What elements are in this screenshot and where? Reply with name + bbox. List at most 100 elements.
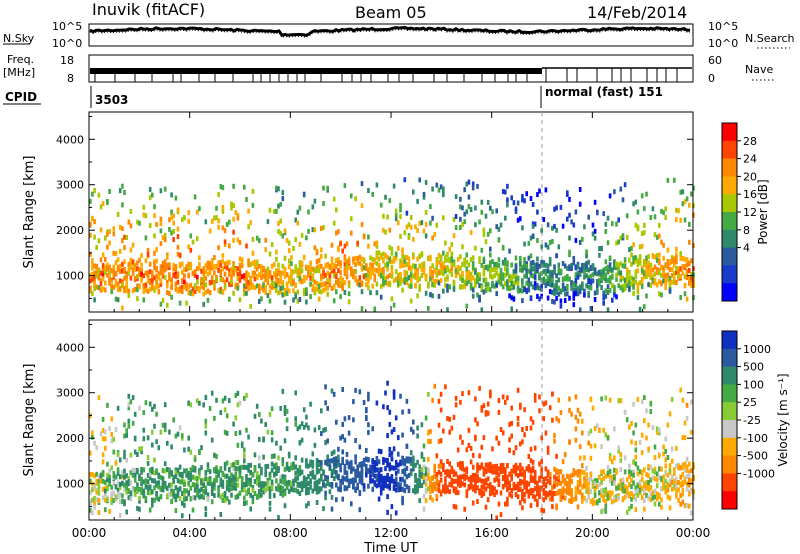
data-cell — [634, 271, 638, 277]
data-cell — [213, 452, 216, 458]
data-cell — [476, 478, 479, 484]
data-cell — [570, 494, 573, 500]
data-cell — [114, 282, 118, 288]
data-cell — [146, 247, 150, 253]
data-cell — [548, 490, 552, 496]
data-cell — [181, 261, 184, 267]
data-cell — [591, 278, 595, 284]
data-cell — [95, 497, 98, 503]
data-cell — [611, 297, 614, 303]
data-cell — [399, 393, 402, 399]
data-cell — [531, 266, 535, 272]
data-cell — [628, 269, 631, 275]
data-cell — [251, 260, 255, 266]
data-cell — [506, 260, 509, 266]
data-cell — [422, 443, 426, 449]
data-cell — [572, 281, 576, 287]
data-cell — [444, 265, 447, 271]
data-cell — [514, 492, 518, 497]
data-cell — [377, 481, 381, 487]
data-cell — [166, 262, 169, 268]
data-cell — [123, 449, 126, 455]
data-cell — [474, 282, 477, 288]
data-cell — [394, 251, 398, 257]
data-cell — [486, 483, 490, 489]
data-cell — [174, 195, 178, 201]
data-cell — [658, 466, 661, 472]
data-cell — [136, 296, 139, 302]
data-cell — [153, 213, 156, 219]
data-cell — [681, 435, 685, 441]
data-cell — [131, 271, 135, 276]
data-cell — [358, 475, 362, 481]
data-cell — [407, 256, 411, 262]
data-cell — [238, 430, 242, 436]
data-cell — [371, 478, 374, 484]
data-cell — [621, 480, 625, 486]
data-cell — [277, 278, 280, 283]
data-cell — [548, 480, 552, 486]
data-cell — [131, 267, 135, 273]
data-cell — [217, 492, 220, 498]
data-cell — [604, 229, 608, 234]
data-cell — [230, 201, 233, 207]
data-cell — [236, 272, 240, 277]
data-cell — [525, 263, 528, 269]
data-cell — [578, 284, 582, 290]
data-cell — [313, 267, 317, 273]
data-cell — [645, 274, 648, 279]
data-cell — [379, 272, 383, 278]
data-cell — [585, 261, 588, 266]
data-cell — [317, 425, 321, 431]
data-cell — [664, 478, 667, 484]
data-cell — [412, 488, 415, 494]
ytick-label: 2000 — [56, 224, 84, 237]
data-cell — [283, 288, 287, 293]
data-cell — [375, 473, 379, 479]
data-cell — [99, 287, 103, 293]
data-cell — [106, 231, 109, 237]
data-cell — [598, 277, 601, 283]
data-cell — [444, 480, 447, 486]
data-cell — [649, 409, 653, 414]
data-cell — [407, 275, 411, 281]
data-cell — [317, 462, 321, 467]
data-cell — [585, 465, 588, 471]
data-cell — [116, 487, 120, 493]
data-cell — [613, 476, 616, 482]
data-cell — [324, 426, 327, 432]
data-cell — [647, 254, 650, 259]
data-cell — [420, 470, 424, 476]
data-cell — [653, 232, 657, 238]
data-cell — [668, 283, 672, 289]
data-cell — [583, 495, 586, 501]
data-cell — [390, 296, 394, 302]
data-cell — [317, 296, 321, 302]
colorbar-tick-label: 4 — [743, 242, 750, 255]
data-cell — [200, 465, 203, 471]
data-cell — [270, 467, 274, 473]
data-cell — [187, 210, 190, 216]
data-cell — [540, 244, 543, 250]
data-cell — [181, 269, 184, 275]
data-cell — [292, 478, 295, 484]
data-cell — [623, 277, 627, 283]
data-cell — [123, 259, 126, 265]
data-cell — [337, 257, 340, 263]
data-cell — [341, 449, 344, 455]
data-cell — [238, 275, 242, 281]
data-cell — [570, 262, 573, 268]
data-cell — [307, 474, 310, 480]
data-cell — [666, 422, 670, 428]
data-cell — [617, 495, 620, 501]
data-cell — [666, 483, 670, 489]
data-cell — [174, 508, 178, 514]
data-cell — [536, 267, 539, 273]
data-cell — [589, 397, 593, 403]
data-cell — [495, 489, 498, 495]
data-cell — [424, 233, 428, 239]
colorbar-swatch — [722, 229, 737, 249]
data-cell — [598, 270, 601, 276]
data-cell — [176, 431, 180, 437]
data-cell — [510, 306, 513, 312]
